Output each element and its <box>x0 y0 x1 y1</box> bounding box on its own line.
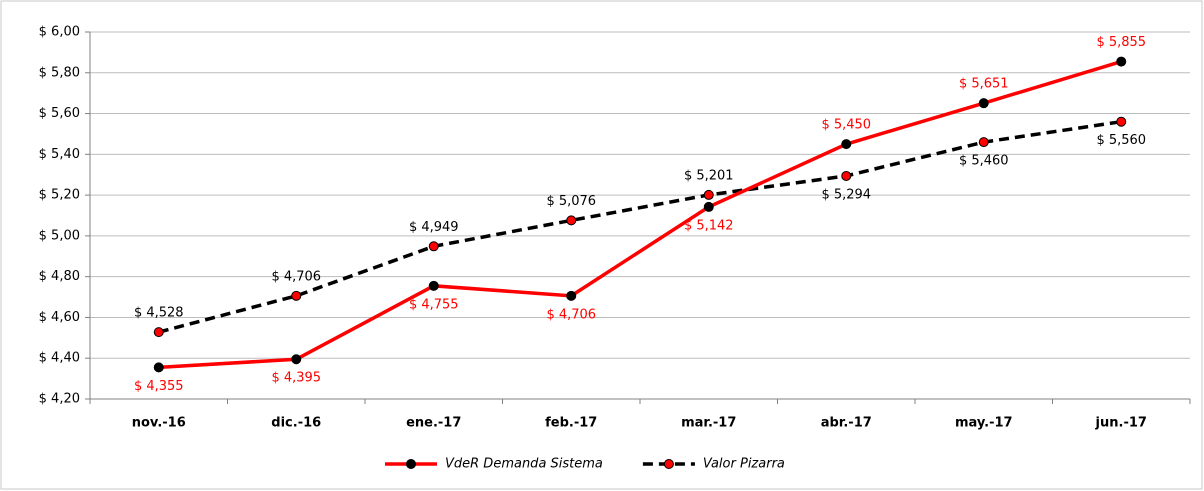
x-tick-label: abr.-17 <box>821 416 872 431</box>
y-tick-label: $ 5,00 <box>39 228 80 243</box>
marker <box>566 215 577 226</box>
marker <box>1116 116 1127 127</box>
data-label: $ 4,355 <box>134 379 184 394</box>
y-tick-label: $ 4,60 <box>39 310 80 325</box>
legend-label: Valor Pizarra <box>703 457 785 472</box>
data-label: $ 4,706 <box>271 269 321 284</box>
data-label: $ 4,706 <box>546 307 596 322</box>
y-tick-label: $ 4,40 <box>39 351 80 366</box>
series-line <box>158 119 1122 334</box>
data-label: $ 4,755 <box>409 297 459 312</box>
data-label: $ 5,201 <box>684 168 734 183</box>
data-label: $ 4,395 <box>271 371 321 386</box>
marker <box>291 290 302 301</box>
series-line <box>158 59 1122 370</box>
legend-marker <box>406 459 416 469</box>
y-tick-label: $ 5,80 <box>39 65 80 80</box>
data-label: $ 5,076 <box>546 194 596 209</box>
marker <box>978 98 989 109</box>
marker <box>978 137 989 148</box>
y-tick-label: $ 5,60 <box>39 106 80 121</box>
data-label: $ 5,142 <box>684 218 734 233</box>
x-tick-label: jun.-17 <box>1095 416 1147 431</box>
marker <box>1116 56 1127 67</box>
legend-marker <box>663 459 674 469</box>
y-tick-label: $ 4,20 <box>39 392 80 407</box>
marker <box>291 354 302 365</box>
data-label: $ 4,528 <box>134 306 184 321</box>
x-tick-label: nov.-16 <box>132 416 186 431</box>
y-tick-label: $ 6,00 <box>39 25 80 40</box>
marker <box>841 139 852 150</box>
marker <box>153 362 164 373</box>
y-tick-label: $ 5,20 <box>39 188 80 203</box>
data-label: $ 4,949 <box>409 220 459 235</box>
marker <box>428 241 439 252</box>
marker <box>566 290 577 301</box>
marker <box>703 189 714 200</box>
x-tick-label: dic.-16 <box>271 416 321 431</box>
data-label: $ 5,651 <box>959 77 1009 92</box>
data-label: $ 5,450 <box>821 118 871 133</box>
y-tick-label: $ 5,40 <box>39 147 80 162</box>
marker <box>703 201 714 212</box>
marker <box>153 327 164 338</box>
x-tick-label: ene.-17 <box>406 416 461 431</box>
x-tick-label: may.-17 <box>955 416 1013 431</box>
data-label: $ 5,855 <box>1096 35 1146 50</box>
x-tick-label: feb.-17 <box>545 416 597 431</box>
data-label: $ 5,560 <box>1096 133 1146 148</box>
x-tick-label: mar.-17 <box>681 416 736 431</box>
data-label: $ 5,460 <box>959 154 1009 169</box>
marker <box>428 280 439 291</box>
data-label: $ 5,294 <box>821 187 871 202</box>
y-tick-label: $ 4,80 <box>39 269 80 284</box>
legend-label: VdeR Demanda Sistema <box>445 457 603 472</box>
marker <box>841 170 852 181</box>
